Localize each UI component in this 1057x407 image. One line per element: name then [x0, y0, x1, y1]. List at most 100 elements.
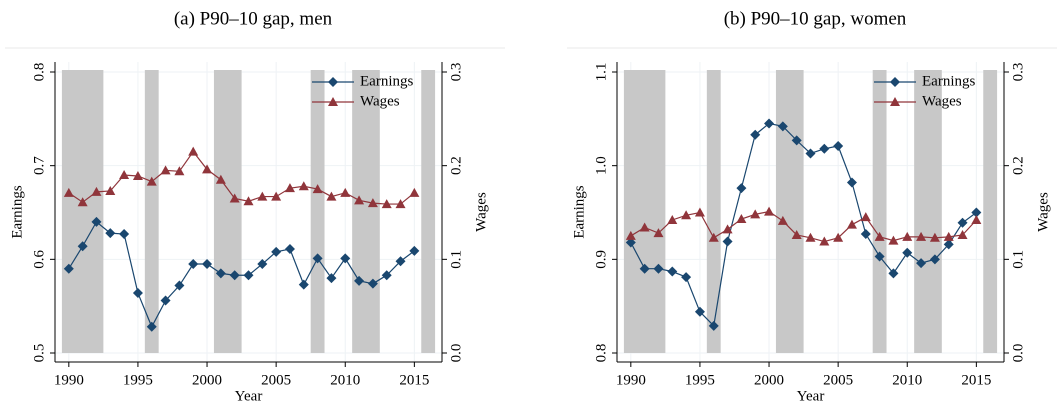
marker	[764, 118, 775, 129]
marker	[736, 183, 747, 194]
marker	[722, 236, 733, 247]
y-tick-label: 0.6	[31, 249, 47, 268]
marker	[916, 231, 927, 241]
marker	[902, 247, 913, 258]
marker	[791, 229, 802, 239]
marker	[188, 146, 199, 156]
marker	[367, 198, 378, 208]
marker	[146, 321, 157, 332]
marker	[833, 140, 844, 151]
marker	[888, 235, 899, 245]
marker	[846, 219, 857, 229]
marker	[132, 288, 143, 299]
legend-label: Wages	[360, 93, 400, 109]
marker	[860, 229, 871, 240]
shaded-period	[310, 70, 325, 353]
y2-tick-label: 0.2	[448, 156, 464, 175]
x-axis-label: Year	[235, 388, 263, 404]
marker	[188, 259, 199, 270]
marker	[91, 216, 102, 227]
marker	[750, 129, 761, 140]
marker	[395, 199, 406, 209]
marker	[681, 272, 692, 283]
marker	[639, 222, 650, 232]
marker	[929, 232, 940, 242]
marker	[243, 196, 254, 206]
y2-tick-label: 0.3	[448, 63, 464, 82]
marker	[340, 187, 351, 197]
marker	[971, 207, 982, 218]
marker	[229, 270, 240, 281]
marker	[215, 174, 226, 184]
y-tick-label: 0.5	[31, 344, 47, 363]
marker	[409, 245, 420, 256]
marker	[174, 280, 185, 291]
marker	[819, 236, 830, 246]
chart-title: (b) P90–10 gap, women	[724, 8, 907, 29]
marker	[326, 191, 337, 201]
shaded-period	[623, 70, 666, 353]
marker	[202, 164, 213, 174]
marker	[667, 266, 678, 277]
marker	[257, 259, 268, 270]
marker	[340, 253, 351, 264]
y2-axis-label: Wages	[473, 192, 489, 232]
marker	[874, 251, 885, 262]
legend-marker	[328, 97, 338, 106]
shaded-period	[352, 70, 380, 353]
marker	[354, 195, 365, 205]
y-tick-label: 0.9	[593, 250, 609, 269]
marker	[284, 244, 295, 255]
marker	[764, 206, 775, 216]
marker	[902, 231, 913, 241]
marker	[91, 186, 102, 196]
legend-marker	[890, 77, 900, 87]
marker	[395, 256, 406, 267]
marker	[639, 263, 650, 274]
x-tick-label: 2000	[754, 372, 784, 388]
marker	[298, 181, 309, 191]
marker	[777, 215, 788, 225]
marker	[160, 165, 171, 175]
y-tick-label: 0.8	[31, 63, 47, 82]
x-tick-label: 2015	[399, 372, 429, 388]
x-axis-label: Year	[797, 388, 825, 404]
marker	[667, 214, 678, 224]
legend-marker	[328, 77, 338, 87]
y2-tick-label: 0.3	[1010, 63, 1026, 82]
marker	[381, 199, 392, 209]
marker	[77, 241, 88, 252]
shaded-period	[144, 70, 159, 353]
marker	[846, 177, 857, 188]
marker	[653, 263, 664, 274]
marker	[722, 224, 733, 234]
x-tick-label: 2000	[192, 372, 222, 388]
y-axis-label: Earnings	[571, 185, 587, 238]
shaded-period	[983, 70, 998, 353]
y2-tick-label: 0.0	[448, 344, 464, 363]
marker	[174, 166, 185, 176]
shaded-period	[706, 70, 721, 353]
marker	[833, 232, 844, 242]
marker	[105, 228, 116, 239]
marker	[819, 143, 830, 154]
marker	[63, 187, 74, 197]
marker	[874, 231, 885, 241]
marker	[957, 229, 968, 239]
series-line	[68, 220, 415, 329]
marker	[736, 214, 747, 224]
marker	[119, 229, 130, 240]
marker	[271, 246, 282, 257]
y2-tick-label: 0.1	[448, 250, 464, 269]
chart-title: (a) P90–10 gap, men	[174, 8, 333, 29]
marker	[409, 187, 420, 197]
marker	[971, 214, 982, 224]
marker	[298, 279, 309, 290]
y2-tick-label: 0.1	[1010, 250, 1026, 269]
y2-axis-label: Wages	[1035, 192, 1051, 232]
marker	[888, 268, 899, 279]
marker	[367, 278, 378, 289]
marker	[229, 193, 240, 203]
y-tick-label: 1.0	[593, 156, 609, 175]
